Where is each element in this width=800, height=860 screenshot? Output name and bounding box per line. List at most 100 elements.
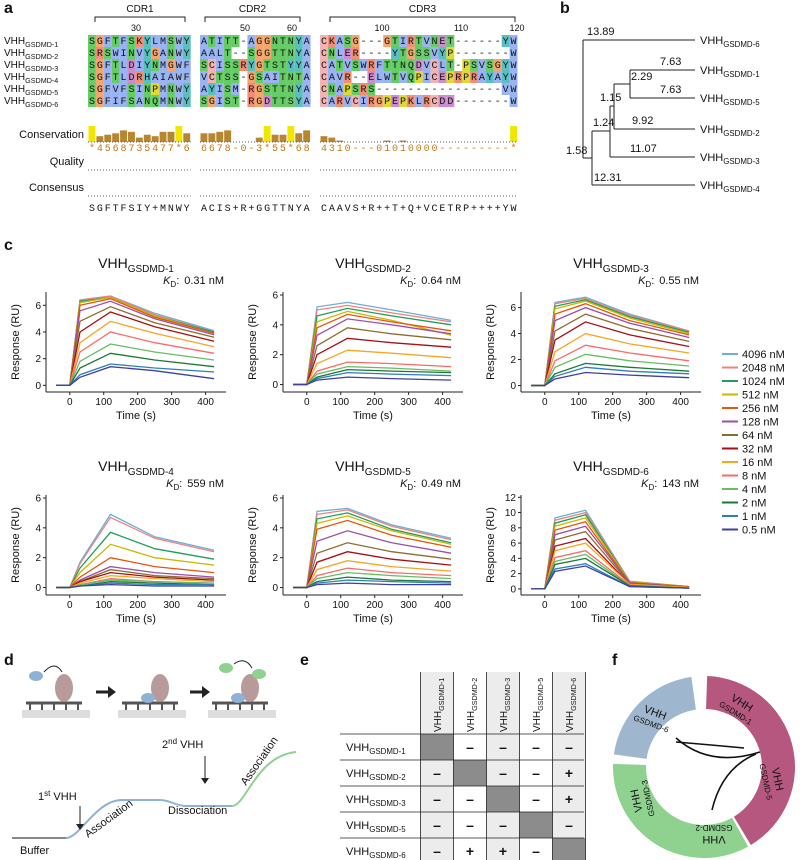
- residue-bg: [143, 59, 152, 71]
- residue-bg: [367, 83, 376, 95]
- column-header: VHHGSDMD-6: [565, 678, 578, 732]
- leaf-label: VHHGSDMD-2: [700, 124, 760, 138]
- y-axis-label: Response (RU): [485, 507, 497, 583]
- residue-bg: [320, 71, 328, 83]
- step-rest: VHH: [177, 739, 203, 751]
- sequence: SGFVFSINPMNWY: [89, 85, 190, 96]
- label-main: VHH: [4, 72, 25, 83]
- cdr-bracket: [204, 16, 301, 22]
- kd-subscript: D: [170, 280, 176, 289]
- residue-bg: [263, 95, 272, 107]
- conservation-bar: [255, 137, 263, 142]
- cell: –: [532, 791, 540, 807]
- conservation-score: *4568735477*6: [89, 143, 190, 155]
- residue-bg: [367, 95, 376, 107]
- residue-bg: [279, 83, 287, 95]
- y-tick-label: 0: [35, 583, 41, 594]
- residue-bg: [286, 83, 295, 95]
- self-cell: [519, 812, 553, 838]
- residue-bg: [215, 83, 224, 95]
- residue-bg: [127, 83, 136, 95]
- sensorgram-line: [531, 371, 690, 387]
- residue-bg: [351, 35, 360, 47]
- x-tick-label: 0: [542, 397, 548, 408]
- branch-length: 7.63: [660, 56, 681, 68]
- residue-bg: [391, 35, 399, 47]
- residue-bg: [159, 59, 167, 71]
- label-main: VHH: [4, 96, 25, 107]
- residue-bg: [263, 83, 272, 95]
- conservation-bar: [224, 130, 232, 142]
- residue-bg: [255, 59, 264, 71]
- residue-bg: [286, 47, 295, 59]
- residue-bg: [182, 59, 191, 71]
- label-sub: GSDMD-2: [723, 129, 759, 138]
- residue-bg: [320, 59, 328, 71]
- x-tick-label: 300: [638, 397, 655, 408]
- position-label: 60: [287, 23, 297, 33]
- residue-bg: [383, 71, 392, 83]
- sensorgram-line: [531, 520, 690, 590]
- y-tick-label: 10: [505, 508, 517, 519]
- residue-bg: [247, 71, 256, 83]
- panel-label: e: [300, 652, 309, 669]
- conservation-bar: [216, 131, 224, 142]
- kd-label: KD: 0.49 nM: [400, 478, 461, 492]
- y-tick-label: 6: [510, 539, 516, 550]
- residue-bg: [151, 35, 160, 47]
- residue-bg: [182, 83, 191, 95]
- panel-label: d: [4, 652, 14, 669]
- residue-bg: [359, 59, 368, 71]
- conservation-bar: [328, 137, 336, 142]
- cell: –: [466, 739, 474, 755]
- column-header: VHHGSDMD-2: [466, 678, 479, 732]
- antigen: [151, 674, 169, 702]
- residue-bg: [399, 71, 407, 83]
- residue-bg: [501, 71, 510, 83]
- label-main: VHH: [532, 711, 543, 732]
- y-tick-label: 2: [272, 553, 278, 564]
- conservation-bar: [263, 126, 271, 142]
- cell: +: [499, 843, 507, 859]
- sequence: CNLER----YTGSSVYP-------W: [321, 49, 517, 60]
- chart-title: VHHGSDMD-6: [573, 458, 649, 478]
- residue-bg: [111, 35, 120, 47]
- residue-bg: [279, 35, 287, 47]
- conservation-bar: [279, 134, 287, 142]
- row-header: VHHGSDMD-5: [346, 820, 406, 834]
- conservation-score: 6678-0-3*55*68: [201, 143, 310, 155]
- x-axis-label: Time (s): [591, 410, 631, 422]
- label-main: VHH: [700, 93, 723, 105]
- cell: –: [532, 765, 540, 781]
- kd-symbol: K: [641, 478, 649, 490]
- branch-length: 1.15: [600, 92, 621, 104]
- surface: [22, 710, 90, 718]
- residue-bg: [509, 83, 518, 95]
- cell: –: [499, 817, 507, 833]
- x-tick-label: 0: [542, 600, 548, 611]
- conservation-bar: [128, 131, 135, 142]
- y-axis-label: Response (RU): [10, 304, 22, 380]
- legend-label: 2 nM: [742, 498, 766, 510]
- legend-label: 512 nM: [742, 390, 779, 402]
- cdr-label: CDR1: [126, 4, 154, 15]
- residue-bg: [335, 59, 344, 71]
- track-label: Quality: [50, 156, 85, 168]
- residue-bg: [509, 95, 518, 107]
- residue-bg: [200, 83, 208, 95]
- residue-bg: [279, 95, 287, 107]
- sensorgram-line: [531, 537, 690, 590]
- residue-bg: [135, 71, 144, 83]
- residue-bg: [255, 71, 264, 83]
- residue-bg: [509, 71, 518, 83]
- residue-bg: [135, 47, 144, 59]
- residue-bg: [151, 95, 160, 107]
- x-tick-label: 300: [400, 600, 417, 611]
- residue-bg: [294, 59, 303, 71]
- sequence: CARVCIRGPEPKLRCDD-------W: [321, 97, 517, 108]
- residue-bg: [294, 35, 303, 47]
- label-main: VHH: [700, 180, 723, 192]
- residue-bg: [446, 47, 455, 59]
- circos-link: [675, 741, 745, 749]
